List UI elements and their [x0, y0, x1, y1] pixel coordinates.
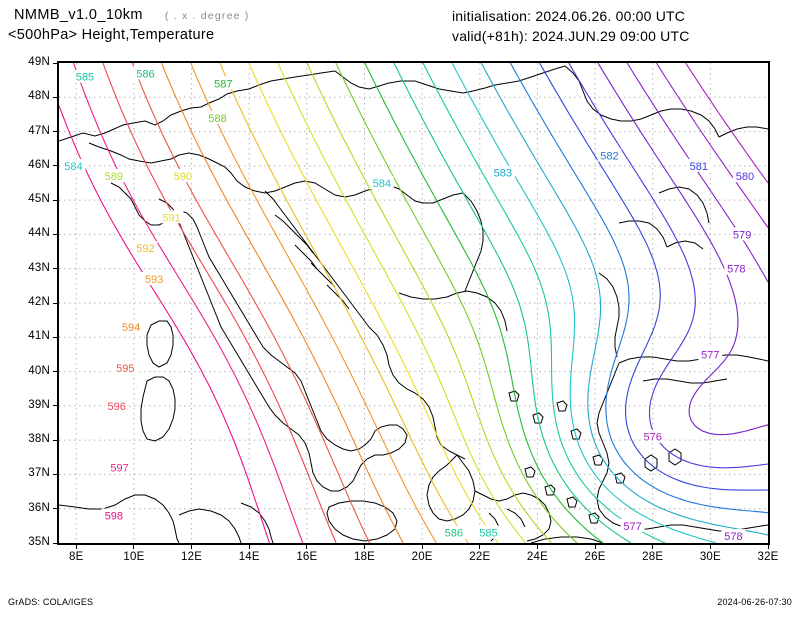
- x-tick-label: 12E: [181, 551, 203, 563]
- x-tick-label: 10E: [123, 551, 145, 563]
- x-tick-mark: [767, 543, 769, 549]
- contour-label: 579: [733, 229, 751, 241]
- y-tick-label: 38N: [28, 433, 50, 446]
- contour-label: 585: [479, 528, 497, 540]
- contour-label: 578: [727, 264, 745, 276]
- x-tick-mark: [248, 543, 250, 549]
- x-tick-label: 8E: [69, 551, 84, 563]
- x-tick-label: 30E: [699, 551, 721, 563]
- contour-label: 583: [494, 168, 512, 180]
- x-tick-mark: [709, 543, 711, 549]
- contour-map-plot[interactable]: 585 586 587 588 584 589 590 591 592 593 594 595 596 5…: [57, 61, 770, 545]
- y-tick-label: 35N: [28, 536, 50, 548]
- model-title: NMMB_v1.0_10km ( . x . degree ): [14, 7, 249, 23]
- contour-label: 594: [122, 322, 140, 334]
- field-title: <500hPa> Height,Temperature: [8, 27, 215, 43]
- contour-label: 598: [105, 511, 123, 523]
- y-tick-label: 47N: [28, 124, 50, 137]
- initialisation-time: initialisation: 2024.06.26. 00:00 UTC: [452, 8, 686, 24]
- x-tick-label: 20E: [411, 551, 433, 563]
- valid-time: valid(+81h): 2024.JUN.29 09:00 UTC: [452, 28, 690, 44]
- x-tick-label: 26E: [584, 551, 606, 563]
- y-tick-mark: [53, 268, 59, 270]
- y-tick-mark: [53, 199, 59, 201]
- contour-label: 590: [174, 171, 192, 183]
- footer-credit: GrADS: COLA/IGES: [8, 597, 94, 607]
- y-tick-mark: [53, 131, 59, 133]
- x-tick-mark: [306, 543, 308, 549]
- contour-label: 585: [76, 72, 94, 84]
- x-tick-mark: [479, 543, 481, 549]
- contour-label: 596: [107, 401, 125, 413]
- y-tick-label: 37N: [28, 467, 50, 480]
- contour-label: 577: [701, 349, 719, 361]
- model-name: NMMB_v1.0_10km: [14, 7, 143, 23]
- x-tick-mark: [594, 543, 596, 549]
- y-tick-label: 45N: [28, 193, 50, 206]
- contour-label: 597: [110, 463, 128, 475]
- x-tick-label: 22E: [469, 551, 491, 563]
- y-tick-mark: [53, 233, 59, 235]
- footer-timestamp: 2024-06-26-07:30: [717, 597, 792, 607]
- x-tick-mark: [421, 543, 423, 549]
- contour-label: 578: [724, 531, 742, 543]
- y-tick-mark: [53, 405, 59, 407]
- x-tick-label: 14E: [238, 551, 260, 563]
- contour-label: 586: [136, 68, 154, 80]
- y-tick-label: 48N: [28, 90, 50, 103]
- contour-label: 580: [736, 171, 754, 183]
- contour-label: 584: [64, 161, 82, 173]
- y-tick-label: 49N: [28, 56, 50, 68]
- y-tick-mark: [53, 439, 59, 441]
- x-tick-mark: [364, 543, 365, 549]
- contour-labels: 585 586 587 588 584 589 590 591 592 593 594 595 596 5…: [61, 66, 757, 543]
- x-tick-mark: [75, 543, 77, 549]
- contour-label: 581: [690, 161, 708, 173]
- y-tick-label: 43N: [28, 261, 50, 274]
- y-tick-mark: [53, 96, 59, 98]
- y-tick-label: 36N: [28, 501, 50, 514]
- x-tick-label: 32E: [757, 551, 779, 563]
- contour-label: 576: [644, 432, 662, 444]
- contour-label: 591: [162, 212, 180, 224]
- chart-header: NMMB_v1.0_10km ( . x . degree ) <500hPa> …: [0, 0, 800, 52]
- y-tick-label: 46N: [28, 158, 50, 171]
- contour-label: 592: [136, 243, 154, 255]
- y-tick-label: 40N: [28, 364, 50, 377]
- x-tick-label: 16E: [296, 551, 318, 563]
- contour-label: 588: [208, 113, 226, 125]
- x-tick-label: 24E: [526, 551, 548, 563]
- gridlines: [59, 63, 768, 543]
- x-tick-mark: [652, 543, 654, 549]
- model-resolution-note: ( . x . degree ): [164, 10, 250, 22]
- y-tick-mark: [53, 302, 59, 304]
- y-tick-mark: [53, 165, 59, 167]
- y-tick-label: 39N: [28, 398, 50, 411]
- y-tick-label: 42N: [28, 296, 50, 308]
- y-tick-mark: [53, 473, 59, 475]
- map-canvas: 585 586 587 588 584 589 590 591 592 593 594 595 596 5…: [59, 63, 768, 543]
- y-tick-mark: [53, 371, 59, 373]
- x-tick-label: 28E: [642, 551, 664, 563]
- contour-label: 587: [214, 79, 232, 91]
- x-tick-mark: [133, 543, 135, 549]
- x-tick-label: 18E: [353, 551, 376, 563]
- y-tick-mark: [53, 336, 59, 338]
- y-tick-mark: [53, 508, 59, 510]
- contour-label: 586: [445, 528, 463, 540]
- contour-lines: [59, 63, 768, 543]
- contour-label: 582: [600, 151, 618, 163]
- y-tick-mark: [53, 62, 59, 64]
- x-tick-mark: [191, 543, 193, 549]
- contour-label: 584: [373, 178, 391, 190]
- y-tick-label: 41N: [28, 330, 50, 343]
- y-tick-mark: [53, 542, 59, 544]
- coastlines: [59, 65, 768, 543]
- contour-label: 577: [623, 521, 641, 533]
- contour-label: 589: [105, 171, 123, 183]
- contour-label: 593: [145, 274, 163, 286]
- contour-label: 595: [116, 363, 134, 375]
- x-tick-mark: [536, 543, 538, 549]
- y-tick-label: 44N: [28, 227, 50, 240]
